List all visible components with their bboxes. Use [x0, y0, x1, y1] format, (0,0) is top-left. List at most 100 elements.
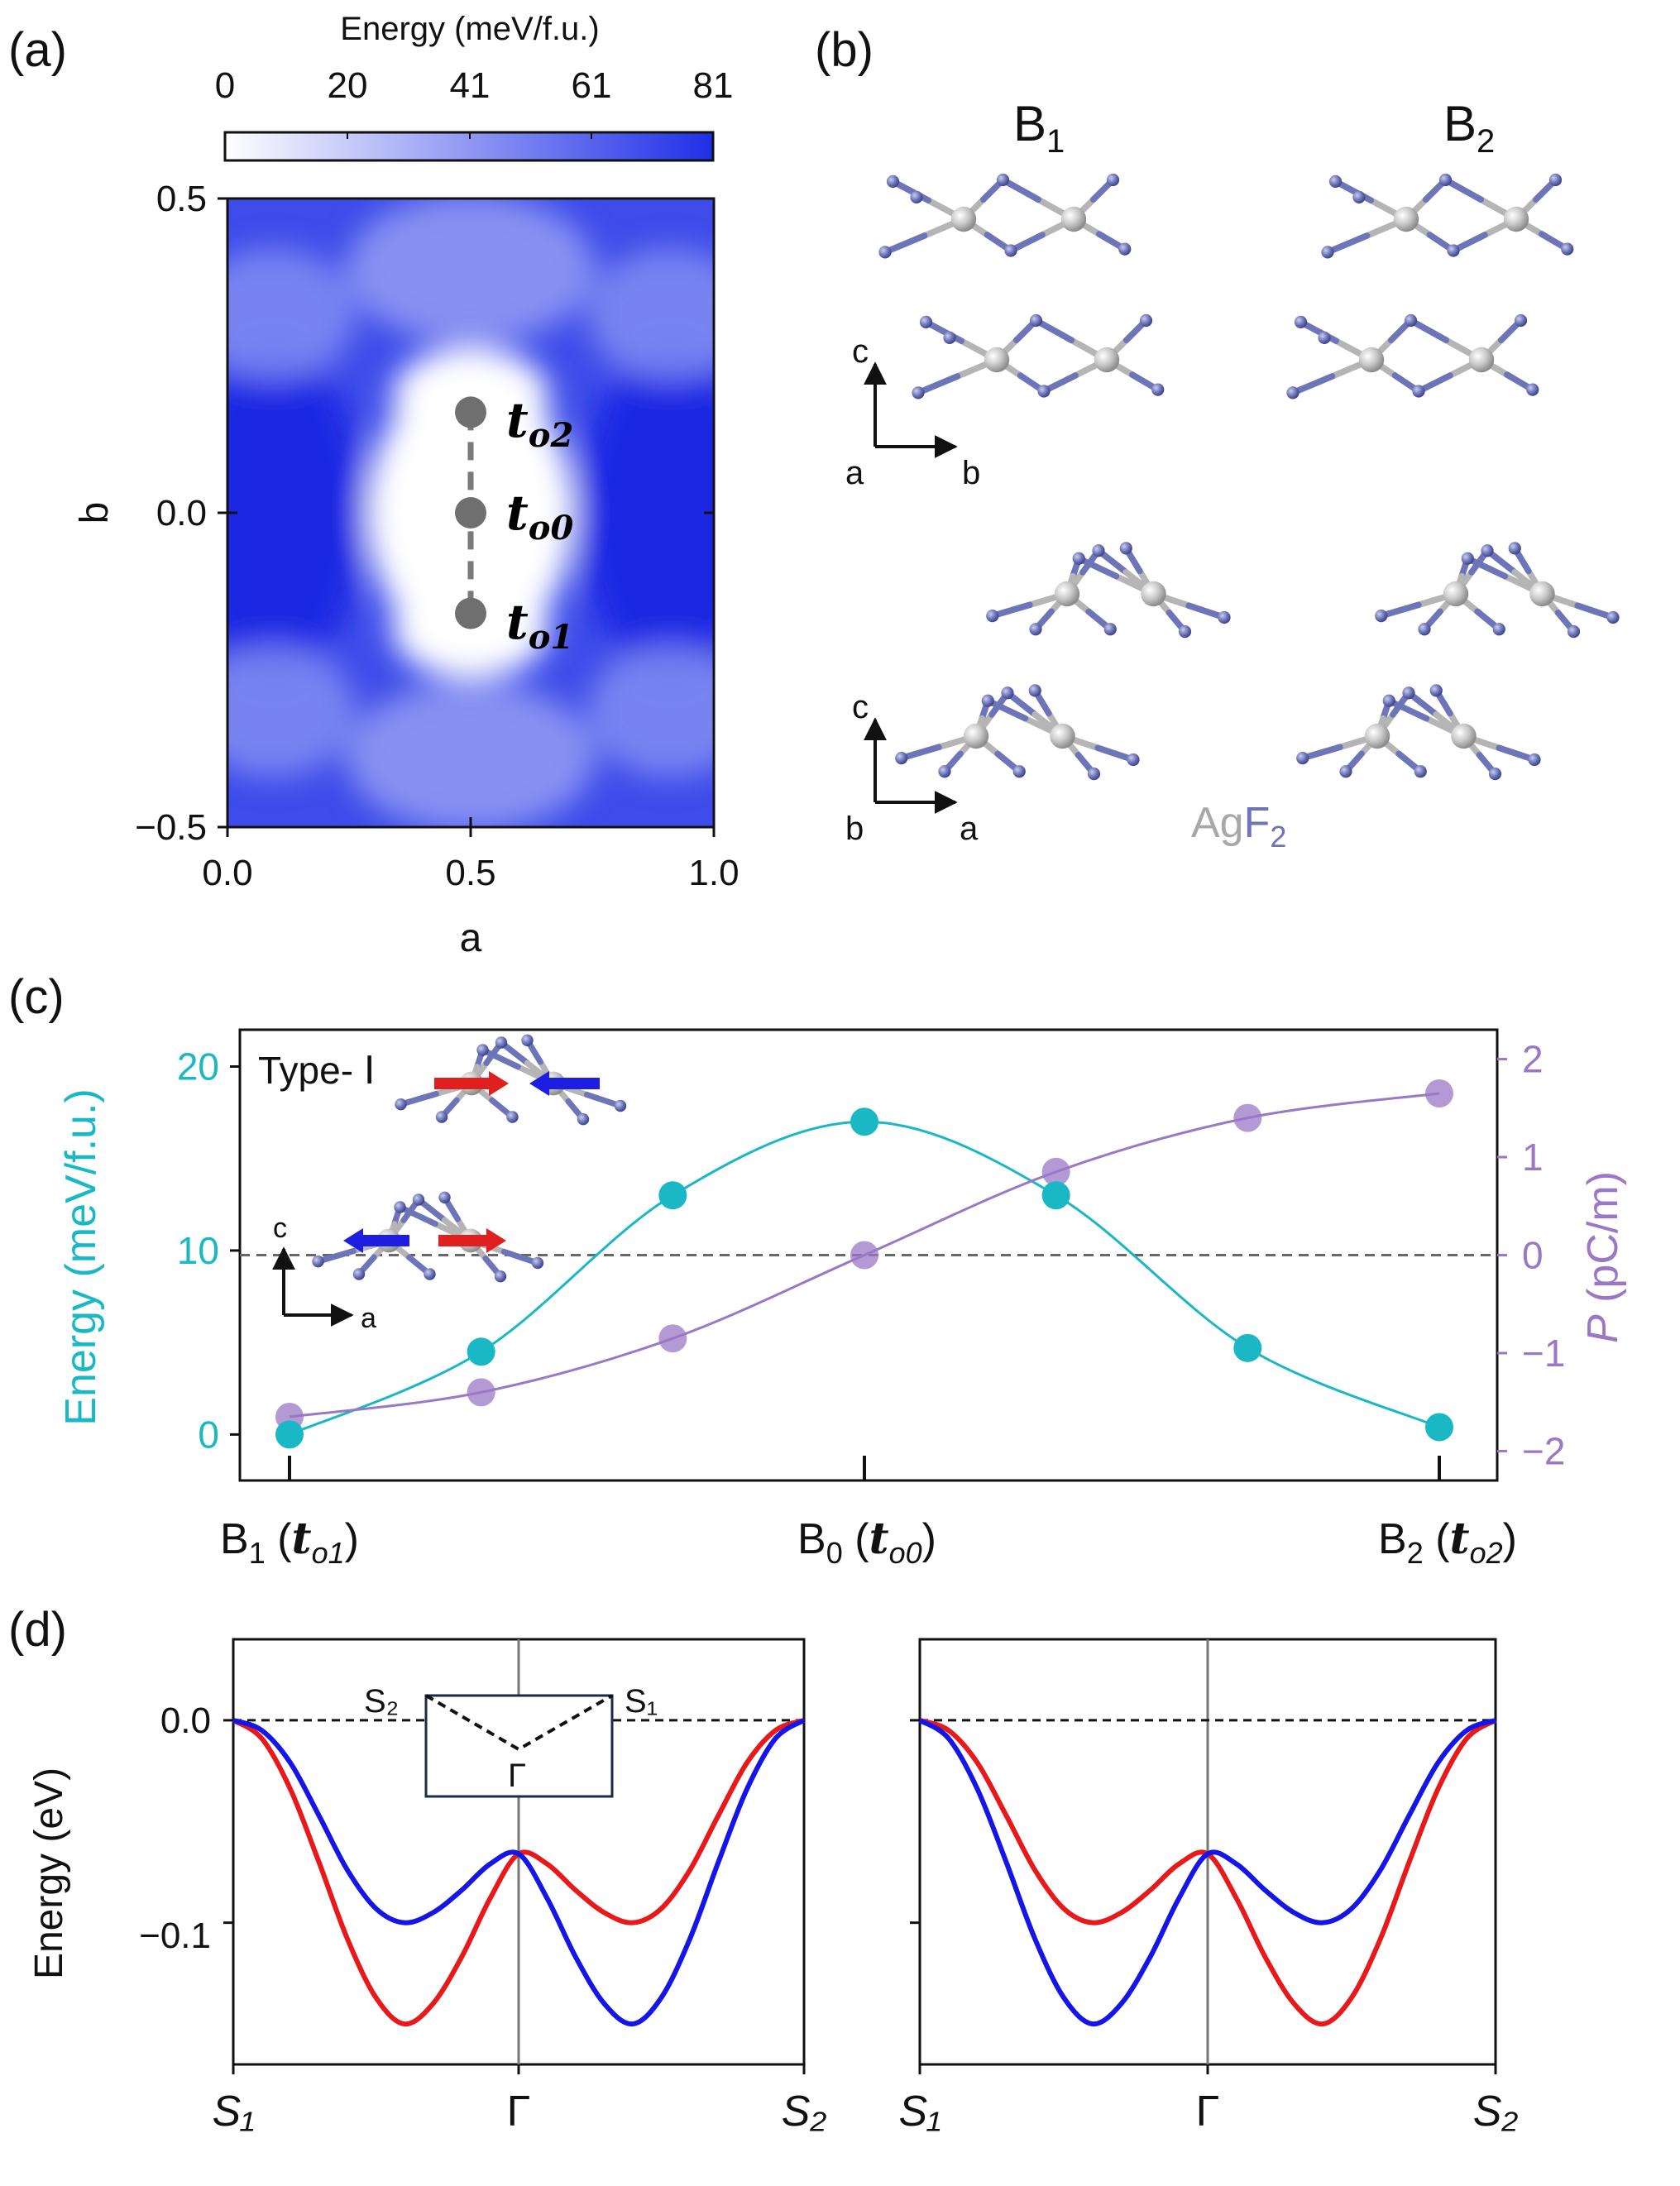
blue-spin-arrow-shaft: [360, 1235, 409, 1246]
polarization-point: [658, 1324, 687, 1353]
bond: [1442, 176, 1485, 203]
colorbar-tick-label: 81: [693, 65, 734, 106]
f-atom: [1294, 315, 1308, 328]
band-plot-right: S₁ Γ S₂: [898, 1638, 1519, 2136]
f-atom: [1328, 175, 1343, 188]
blue-spin-arrow-head: [529, 1071, 549, 1096]
axes-indicator-top: c a b: [845, 333, 980, 491]
subscript: o1: [529, 618, 574, 657]
heatmap-point-labels: to2 to0 to1: [506, 392, 573, 657]
polarization-point: [467, 1378, 495, 1407]
right-tick-label: 0: [1522, 1234, 1544, 1277]
subscript: o2: [529, 416, 574, 455]
polarization-point: [1425, 1079, 1453, 1108]
ag-atom: [1443, 581, 1469, 607]
point-label-to1: to1: [506, 594, 573, 657]
base: B: [1378, 1515, 1407, 1563]
x-tick-label: Γ: [507, 2088, 531, 2136]
bond: [1377, 601, 1422, 619]
bond: [1464, 555, 1509, 580]
energy-point: [1041, 1181, 1070, 1210]
energy-point: [658, 1181, 687, 1210]
base: B: [220, 1515, 249, 1563]
f-atom: [352, 1268, 366, 1280]
f-atom: [476, 1044, 489, 1056]
f-atom: [938, 765, 951, 778]
heatmap-ticks: [218, 197, 716, 837]
polarization-point: [850, 1241, 878, 1270]
bond: [984, 697, 1029, 722]
f-atom: [1296, 752, 1309, 765]
red-band: [232, 1718, 806, 2027]
heatmap-point: [455, 497, 486, 529]
point-label-to0: to0: [506, 485, 573, 548]
axis-a-label: a: [960, 811, 979, 847]
f-atom: [1286, 386, 1299, 399]
bond: [1324, 232, 1371, 256]
left-axis-ticks: 0 10 20: [177, 1045, 240, 1456]
f-atom: [1414, 765, 1427, 778]
panel-c-structure-insets: [312, 1034, 627, 1283]
column-title-b1: B1: [1013, 96, 1065, 160]
formula-f-sub: 2: [1270, 820, 1286, 854]
f-atom: [886, 175, 900, 188]
colorbar-label: Energy (meV/f.u.): [340, 11, 599, 47]
axis-c-label: c: [852, 333, 869, 370]
base-sub: 0: [826, 1536, 843, 1570]
panel-d: (d) Energy (eV) S₁ Γ S₂ S₁ Γ S₂ 0.0 −0.1 S₂ …: [8, 1603, 1518, 2136]
f-atom: [494, 1270, 507, 1283]
f-atom: [1321, 246, 1334, 259]
f-atom: [1103, 623, 1117, 636]
f-atom: [1561, 242, 1574, 256]
x-axis-ticks: [288, 1456, 1441, 1480]
f-atom: [1118, 242, 1132, 256]
left-tick-label: 10: [177, 1229, 219, 1272]
bond: [1407, 317, 1450, 344]
f-atom: [1037, 385, 1051, 398]
inset-gamma-label: Γ: [508, 1758, 526, 1794]
bond: [1075, 555, 1120, 580]
f-atom: [1012, 765, 1026, 778]
x-tick-label: S₁: [212, 2088, 254, 2136]
y-tick-label: 0.0: [160, 1700, 211, 1741]
symbol: t: [506, 485, 529, 541]
title-base: B: [1013, 96, 1046, 151]
f-atom: [910, 190, 923, 203]
f-atom: [1488, 768, 1502, 781]
y-tick-label: −0.5: [135, 807, 207, 848]
red-spin-arrow-shaft: [434, 1078, 492, 1089]
bond: [882, 232, 928, 256]
panel-d-label: (d): [8, 1603, 67, 1657]
ag-atom: [1451, 723, 1477, 749]
f-atom: [614, 1099, 627, 1112]
energy-curve: [289, 1120, 1440, 1436]
colorbar-tick-labels: 0 20 41 61 81: [215, 65, 734, 106]
sym: t: [1450, 1514, 1470, 1564]
energy-point: [1425, 1413, 1453, 1442]
panel-b: (b) B1 B2 c a b c b a AgF2: [815, 23, 1620, 854]
axis-c-label: c: [273, 1213, 287, 1244]
x-tick-label: S₁: [898, 2088, 941, 2136]
f-atom: [1092, 544, 1105, 557]
f-atom: [1418, 623, 1431, 636]
axis-b-label: b: [845, 811, 864, 847]
blue-band: [232, 1718, 806, 2027]
f-atom: [1567, 625, 1581, 639]
bz-path-inset: S₂ S₁ Γ: [364, 1683, 658, 1798]
f-atom: [312, 1256, 324, 1268]
panel-b-label: (b): [815, 23, 874, 77]
subscript: o0: [529, 509, 574, 548]
heatmap-y-tick-labels: 0.5 0.0 −0.5: [135, 179, 207, 848]
right-axis-title-symbol: P: [1579, 1314, 1627, 1343]
f-atom: [1461, 552, 1474, 565]
f-atom: [1402, 686, 1415, 700]
x-tick-label: S₂: [782, 2088, 827, 2136]
x-tick-label: S₂: [1473, 2088, 1519, 2136]
sym-sub: o2: [1470, 1536, 1503, 1570]
title-sub: 2: [1477, 123, 1495, 160]
f-atom: [943, 331, 956, 344]
polarization-point: [1041, 1157, 1070, 1186]
energy-point: [1233, 1333, 1262, 1362]
title-base: B: [1443, 96, 1477, 151]
